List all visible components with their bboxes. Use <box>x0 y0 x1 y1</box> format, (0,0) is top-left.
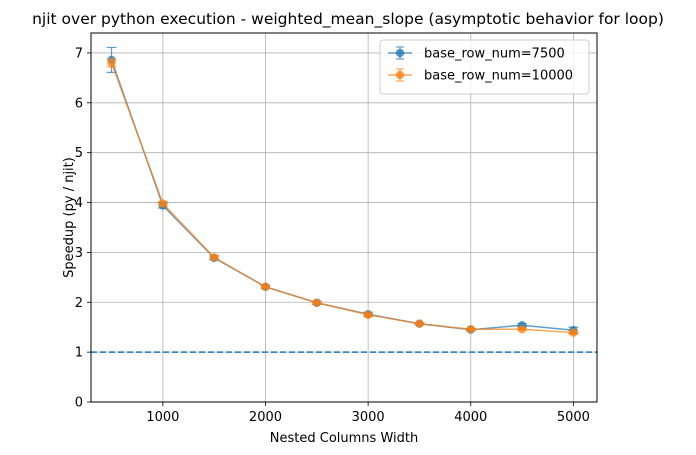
x-tick-label: 3000 <box>352 410 385 425</box>
legend-label: base_row_num=10000 <box>424 69 573 84</box>
legend-box <box>379 39 590 95</box>
y-tick-label: 3 <box>75 246 83 261</box>
data-point <box>107 58 116 68</box>
y-tick-label: 7 <box>75 46 83 61</box>
x-tick-label: 4000 <box>454 410 487 425</box>
x-tick-label: 1000 <box>146 410 179 425</box>
y-tick-label: 1 <box>75 346 83 361</box>
series-2 <box>106 58 579 337</box>
series-line <box>110 62 574 334</box>
chart-title: njit over python execution - weighted_me… <box>32 10 664 29</box>
axis-ticks: 1000 2000 3000 4000 5000 0 1 2 3 4 5 6 7 <box>75 46 590 425</box>
y-tick-label: 6 <box>75 96 83 111</box>
legend-entry-1: base_row_num=7500 <box>388 46 565 62</box>
y-tick-label: 5 <box>75 146 83 161</box>
y-tick-label: 0 <box>75 396 83 411</box>
legend-label: base_row_num=7500 <box>424 47 565 62</box>
data-point <box>363 310 373 319</box>
plot-area <box>91 46 597 353</box>
legend: base_row_num=7500 base_row_num=10000 <box>379 39 590 95</box>
data-point <box>466 324 475 334</box>
data-point <box>158 199 168 208</box>
data-point <box>209 253 219 262</box>
data-point <box>569 328 578 337</box>
plot-frame <box>90 32 598 403</box>
y-tick-label: 4 <box>75 196 83 211</box>
data-point <box>312 298 322 307</box>
y-axis-label: Speedup (py / njit) <box>62 157 77 278</box>
legend-marker <box>395 48 405 58</box>
data-point <box>517 324 527 334</box>
x-tick-label: 5000 <box>557 410 590 425</box>
legend-entry-2: base_row_num=10000 <box>388 68 573 84</box>
y-tick-label: 2 <box>75 296 83 311</box>
data-point <box>261 282 270 292</box>
x-tick-label: 2000 <box>249 410 282 425</box>
x-axis-label: Nested Columns Width <box>270 431 418 446</box>
legend-marker <box>395 70 405 80</box>
series-line <box>110 59 574 331</box>
data-point <box>415 319 424 328</box>
